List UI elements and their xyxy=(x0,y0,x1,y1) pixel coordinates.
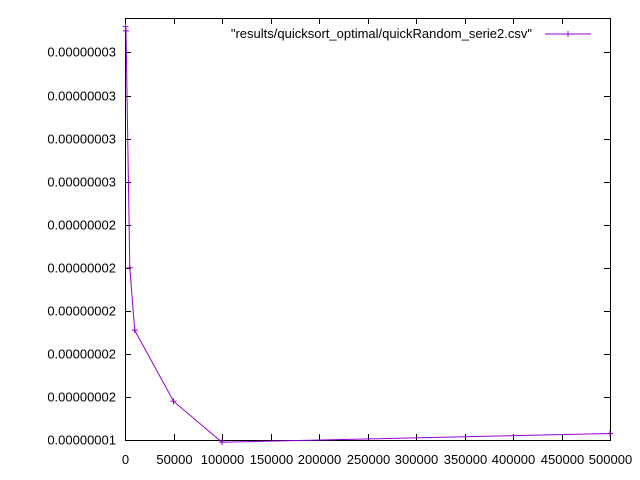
x-tick-label: 250000 xyxy=(347,452,390,467)
data-point xyxy=(131,327,138,334)
legend: "results/quicksort_optimal/quickRandom_s… xyxy=(231,26,591,41)
y-tick-label: 0.00000002 xyxy=(47,261,116,276)
x-tick-label: 400000 xyxy=(492,452,535,467)
y-tick-label: 0.00000002 xyxy=(47,218,116,233)
series-line xyxy=(125,26,611,443)
y-tick-label: 0.00000001 xyxy=(47,433,116,448)
data-point xyxy=(126,264,133,271)
data-point xyxy=(122,27,129,34)
y-tick-label: 0.00000003 xyxy=(47,45,116,60)
data-point xyxy=(607,430,613,437)
y-tick-label: 0.00000003 xyxy=(47,175,116,190)
ticks xyxy=(125,18,611,441)
y-tick-label: 0.00000002 xyxy=(47,347,116,362)
x-tick-label: 50000 xyxy=(156,452,192,467)
data-point xyxy=(219,439,225,446)
y-tick-label: 0.00000003 xyxy=(47,89,116,104)
legend-label: "results/quicksort_optimal/quickRandom_s… xyxy=(231,26,533,41)
y-tick-label: 0.00000003 xyxy=(47,132,116,147)
tick-labels: 0 50000 100000 150000 200000 250000 300000 3500… xyxy=(47,45,632,468)
series-layer xyxy=(122,23,613,446)
x-tick-label: 0 xyxy=(122,452,129,467)
legend-marker xyxy=(565,31,571,37)
y-tick-label: 0.00000002 xyxy=(47,304,116,319)
x-tick-label: 450000 xyxy=(541,452,584,467)
x-tick-label: 500000 xyxy=(589,452,632,467)
plot-frame xyxy=(125,18,611,441)
x-tick-label: 200000 xyxy=(298,452,341,467)
data-point xyxy=(170,398,177,405)
x-tick-label: 300000 xyxy=(395,452,438,467)
x-tick-label: 150000 xyxy=(250,452,293,467)
x-tick-label: 100000 xyxy=(201,452,244,467)
y-tick-label: 0.00000002 xyxy=(47,390,116,405)
x-tick-label: 350000 xyxy=(444,452,487,467)
